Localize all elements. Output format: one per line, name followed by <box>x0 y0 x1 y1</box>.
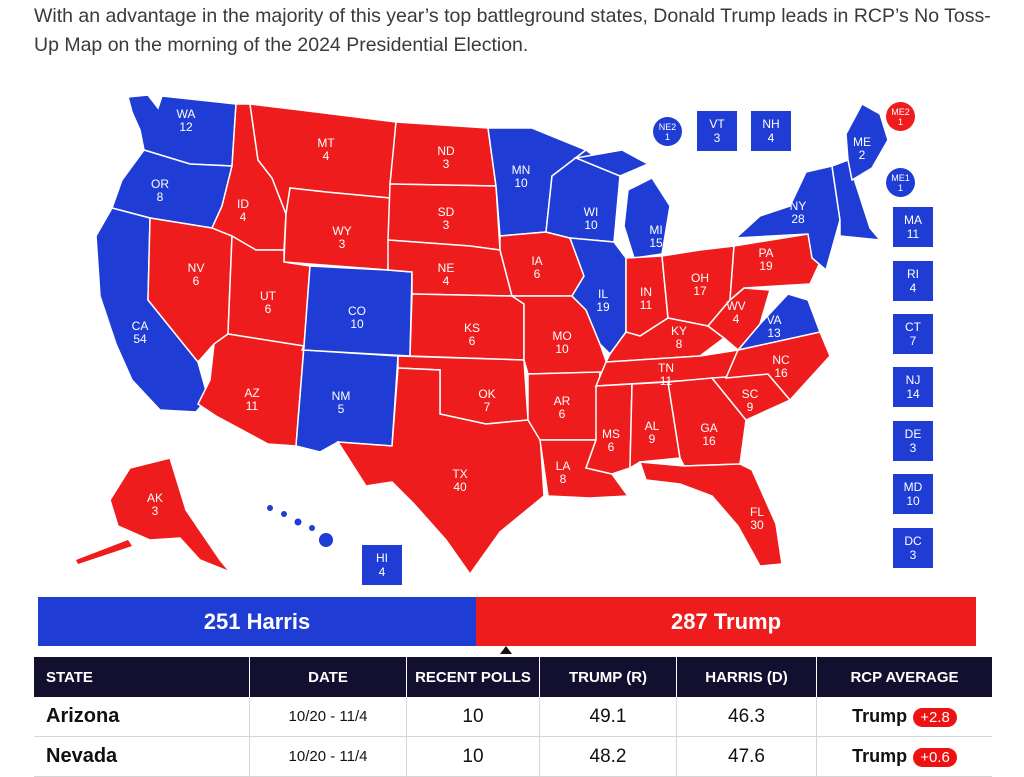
state-label-TX: TX 40 <box>452 467 467 494</box>
box-DE[interactable]: DE 3 <box>893 421 933 461</box>
state-label-WY: WY 3 <box>332 224 351 251</box>
poll-date: 10/20 - 11/4 <box>249 697 407 737</box>
state-label-GA: GA 16 <box>700 421 717 448</box>
state-MI-upper[interactable] <box>573 149 650 177</box>
state-label-WV: WV 4 <box>726 299 745 326</box>
state-label-SC: SC 9 <box>742 387 759 414</box>
harris-value: 47.6 <box>676 736 817 777</box>
table-row[interactable]: Nevada 10/20 - 11/4 10 48.2 47.6 Trump +0… <box>34 736 992 777</box>
state-label-FL: FL 30 <box>750 505 764 532</box>
state-label-IN: IN 11 <box>640 285 653 312</box>
spread-badge: +2.8 <box>913 707 957 727</box>
state-label-OK: OK 7 <box>478 387 495 414</box>
spread-badge: +0.6 <box>913 747 957 767</box>
state-label-AZ: AZ 11 <box>244 386 259 413</box>
col-state[interactable]: STATE <box>34 657 250 697</box>
electoral-map: WA 12 OR 8 CA 54 ID 4 NV 6 MT 4 WY 3 UT 6 CO 10 AZ 11 NM 5 ND 3… <box>76 94 889 576</box>
state-label-WI: WI 10 <box>584 205 599 232</box>
state-ME[interactable] <box>845 102 889 182</box>
state-label-PA: PA 19 <box>758 246 773 273</box>
state-label-KS: KS 6 <box>464 321 480 348</box>
state-AK[interactable] <box>109 457 231 573</box>
state-label-SD: SD 3 <box>438 205 455 232</box>
intro-text: With an advantage in the majority of thi… <box>34 5 991 56</box>
state-label-MN: MN 10 <box>512 163 531 190</box>
state-label-UT: UT 6 <box>260 289 277 316</box>
state-label-AR: AR 6 <box>554 394 571 421</box>
col-rcp-average[interactable]: RCP AVERAGE <box>816 657 992 697</box>
trump-value: 48.2 <box>539 736 677 777</box>
map-shapes <box>76 94 889 576</box>
state-label-VA: VA 13 <box>766 313 781 340</box>
leader-name: Trump <box>852 745 908 766</box>
state-HI[interactable] <box>267 505 333 547</box>
state-label-CA: CA 54 <box>132 319 149 346</box>
state-AK-tail[interactable] <box>76 540 132 564</box>
harris-value: 46.3 <box>676 697 817 737</box>
district-NE2[interactable]: NE2 1 <box>653 117 682 146</box>
state-IL[interactable] <box>568 237 627 356</box>
state-label-IA: IA 6 <box>531 254 542 281</box>
battleground-poll-table: STATE DATE RECENT POLLS TRUMP (R) HARRIS… <box>34 657 992 777</box>
state-TX[interactable] <box>336 367 545 576</box>
state-label-NV: NV 6 <box>188 261 205 288</box>
state-label-NE: NE 4 <box>438 261 455 288</box>
box-MA[interactable]: MA 11 <box>893 207 933 247</box>
col-date[interactable]: DATE <box>249 657 407 697</box>
trump-tally-label: 287 Trump <box>670 608 782 634</box>
col-trump[interactable]: TRUMP (R) <box>539 657 677 697</box>
state-name[interactable]: Nevada <box>34 736 250 777</box>
state-label-MI: MI 15 <box>649 223 663 250</box>
table-row[interactable]: Arizona 10/20 - 11/4 10 49.1 46.3 Trump +… <box>34 697 992 737</box>
state-MI[interactable] <box>623 177 671 259</box>
state-label-ND: ND 3 <box>437 144 455 171</box>
poll-count: 10 <box>406 697 540 737</box>
state-label-MT: MT 4 <box>317 136 335 163</box>
state-label-ID: ID 4 <box>237 197 249 224</box>
box-HI[interactable]: HI 4 <box>362 545 402 585</box>
rcp-average: Trump +2.8 <box>816 697 992 737</box>
state-label-KY: KY 8 <box>671 324 687 351</box>
col-recent-polls[interactable]: RECENT POLLS <box>406 657 540 697</box>
state-label-LA: LA 8 <box>556 459 571 486</box>
box-MD[interactable]: MD 10 <box>893 474 933 514</box>
state-label-TN: TN 11 <box>658 361 674 388</box>
harris-tally-label: 251 Harris <box>203 608 311 634</box>
state-label-IL: IL 19 <box>596 287 610 314</box>
table-header-row: STATE DATE RECENT POLLS TRUMP (R) HARRIS… <box>34 657 992 697</box>
box-NJ[interactable]: NJ 14 <box>893 367 933 407</box>
state-AL[interactable] <box>629 381 681 470</box>
district-ME2[interactable]: ME2 1 <box>886 102 915 131</box>
box-VT[interactable]: VT 3 <box>697 111 737 151</box>
trump-tally-bar: 287 Trump <box>476 597 976 646</box>
state-label-OR: OR 8 <box>151 177 169 204</box>
state-label-AK: AK 3 <box>147 491 163 518</box>
state-label-ME: ME 2 <box>853 135 871 162</box>
state-FL[interactable] <box>638 461 783 567</box>
trump-value: 49.1 <box>539 697 677 737</box>
state-label-NC: NC 16 <box>772 353 790 380</box>
state-label-OH: OH 17 <box>691 271 709 298</box>
leader-name: Trump <box>852 705 908 726</box>
col-harris[interactable]: HARRIS (D) <box>676 657 817 697</box>
270-marker-icon <box>500 646 512 654</box>
state-label-WA: WA 12 <box>177 107 196 134</box>
box-NH[interactable]: NH 4 <box>751 111 791 151</box>
district-ME1[interactable]: ME1 1 <box>886 168 915 197</box>
box-CT[interactable]: CT 7 <box>893 314 933 354</box>
state-label-AL: AL 9 <box>645 419 660 446</box>
box-RI[interactable]: RI 4 <box>893 261 933 301</box>
box-DC[interactable]: DC 3 <box>893 528 933 568</box>
state-label-NM: NM 5 <box>332 389 351 416</box>
state-labels: WA 12 OR 8 CA 54 ID 4 NV 6 MT 4 WY 3 UT 6 CO 10 AZ 11 NM 5 ND 3… <box>132 107 871 532</box>
poll-date: 10/20 - 11/4 <box>249 736 407 777</box>
state-name[interactable]: Arizona <box>34 697 250 737</box>
state-label-MO: MO 10 <box>552 329 571 356</box>
state-label-CO: CO 10 <box>348 304 366 331</box>
poll-count: 10 <box>406 736 540 777</box>
state-label-NY: NY 28 <box>790 199 807 226</box>
rcp-average: Trump +0.6 <box>816 736 992 777</box>
harris-tally-bar: 251 Harris <box>38 597 476 646</box>
state-label-MS: MS 6 <box>602 427 620 454</box>
